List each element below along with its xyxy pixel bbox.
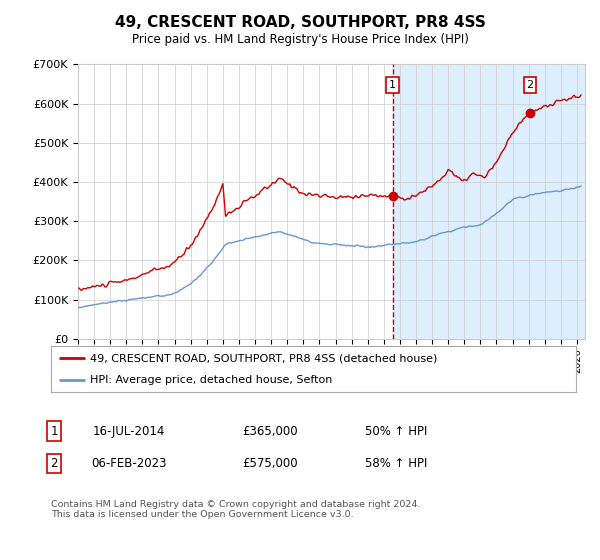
Text: £365,000: £365,000 — [242, 424, 298, 438]
Bar — [392, 64, 530, 339]
Text: 58% ↑ HPI: 58% ↑ HPI — [365, 457, 427, 470]
Text: 49, CRESCENT ROAD, SOUTHPORT, PR8 4SS: 49, CRESCENT ROAD, SOUTHPORT, PR8 4SS — [115, 15, 485, 30]
Text: 2: 2 — [50, 457, 58, 470]
Text: 1: 1 — [389, 80, 396, 90]
Text: 49, CRESCENT ROAD, SOUTHPORT, PR8 4SS (detached house): 49, CRESCENT ROAD, SOUTHPORT, PR8 4SS (d… — [91, 353, 438, 363]
Text: 16-JUL-2014: 16-JUL-2014 — [93, 424, 165, 438]
Text: 2: 2 — [527, 80, 533, 90]
Text: Contains HM Land Registry data © Crown copyright and database right 2024.
This d: Contains HM Land Registry data © Crown c… — [51, 500, 421, 519]
Text: Price paid vs. HM Land Registry's House Price Index (HPI): Price paid vs. HM Land Registry's House … — [131, 32, 469, 46]
Text: 06-FEB-2023: 06-FEB-2023 — [91, 457, 167, 470]
Text: 1: 1 — [50, 424, 58, 438]
Text: £575,000: £575,000 — [242, 457, 298, 470]
Text: HPI: Average price, detached house, Sefton: HPI: Average price, detached house, Seft… — [91, 375, 333, 385]
Bar — [530, 64, 585, 339]
Text: 50% ↑ HPI: 50% ↑ HPI — [365, 424, 427, 438]
